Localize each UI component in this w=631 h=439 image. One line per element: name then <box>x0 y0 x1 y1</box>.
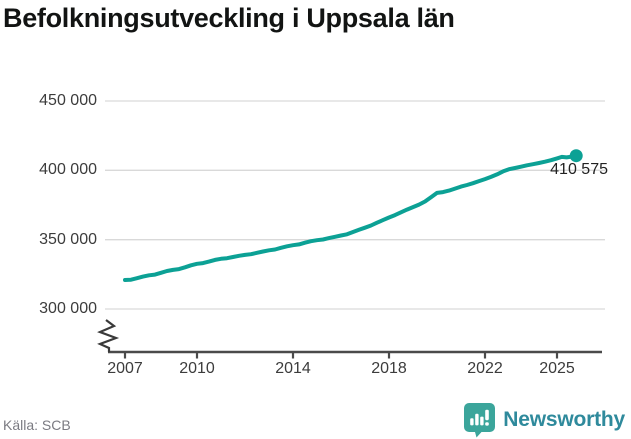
x-tick-label: 2022 <box>467 360 503 377</box>
latest-value-dot <box>569 149 583 163</box>
x-tick-label: 2010 <box>179 360 215 377</box>
y-tick-label: 350 000 <box>39 230 97 248</box>
x-tick-label: 2025 <box>539 360 575 377</box>
y-tick-label: 450 000 <box>39 92 97 109</box>
x-tick-label: 2018 <box>371 360 407 377</box>
x-tick-label: 2014 <box>275 360 311 377</box>
newsworthy-wordmark: Newsworthy <box>503 408 625 431</box>
x-tick-label: 2007 <box>107 360 143 377</box>
chart-title: Befolkningsutveckling i Uppsala län <box>3 3 455 33</box>
population-line <box>123 153 579 282</box>
newsworthy-logo[interactable]: Newsworthy <box>463 402 625 438</box>
latest-value-label: 410 575 <box>550 161 608 178</box>
source-note: Källa: SCB <box>3 417 71 433</box>
axis-break-icon <box>97 319 120 352</box>
y-tick-label: 400 000 <box>39 161 97 179</box>
y-tick-label: 300 000 <box>39 300 97 317</box>
newsworthy-chart-bubble-icon <box>464 403 496 438</box>
